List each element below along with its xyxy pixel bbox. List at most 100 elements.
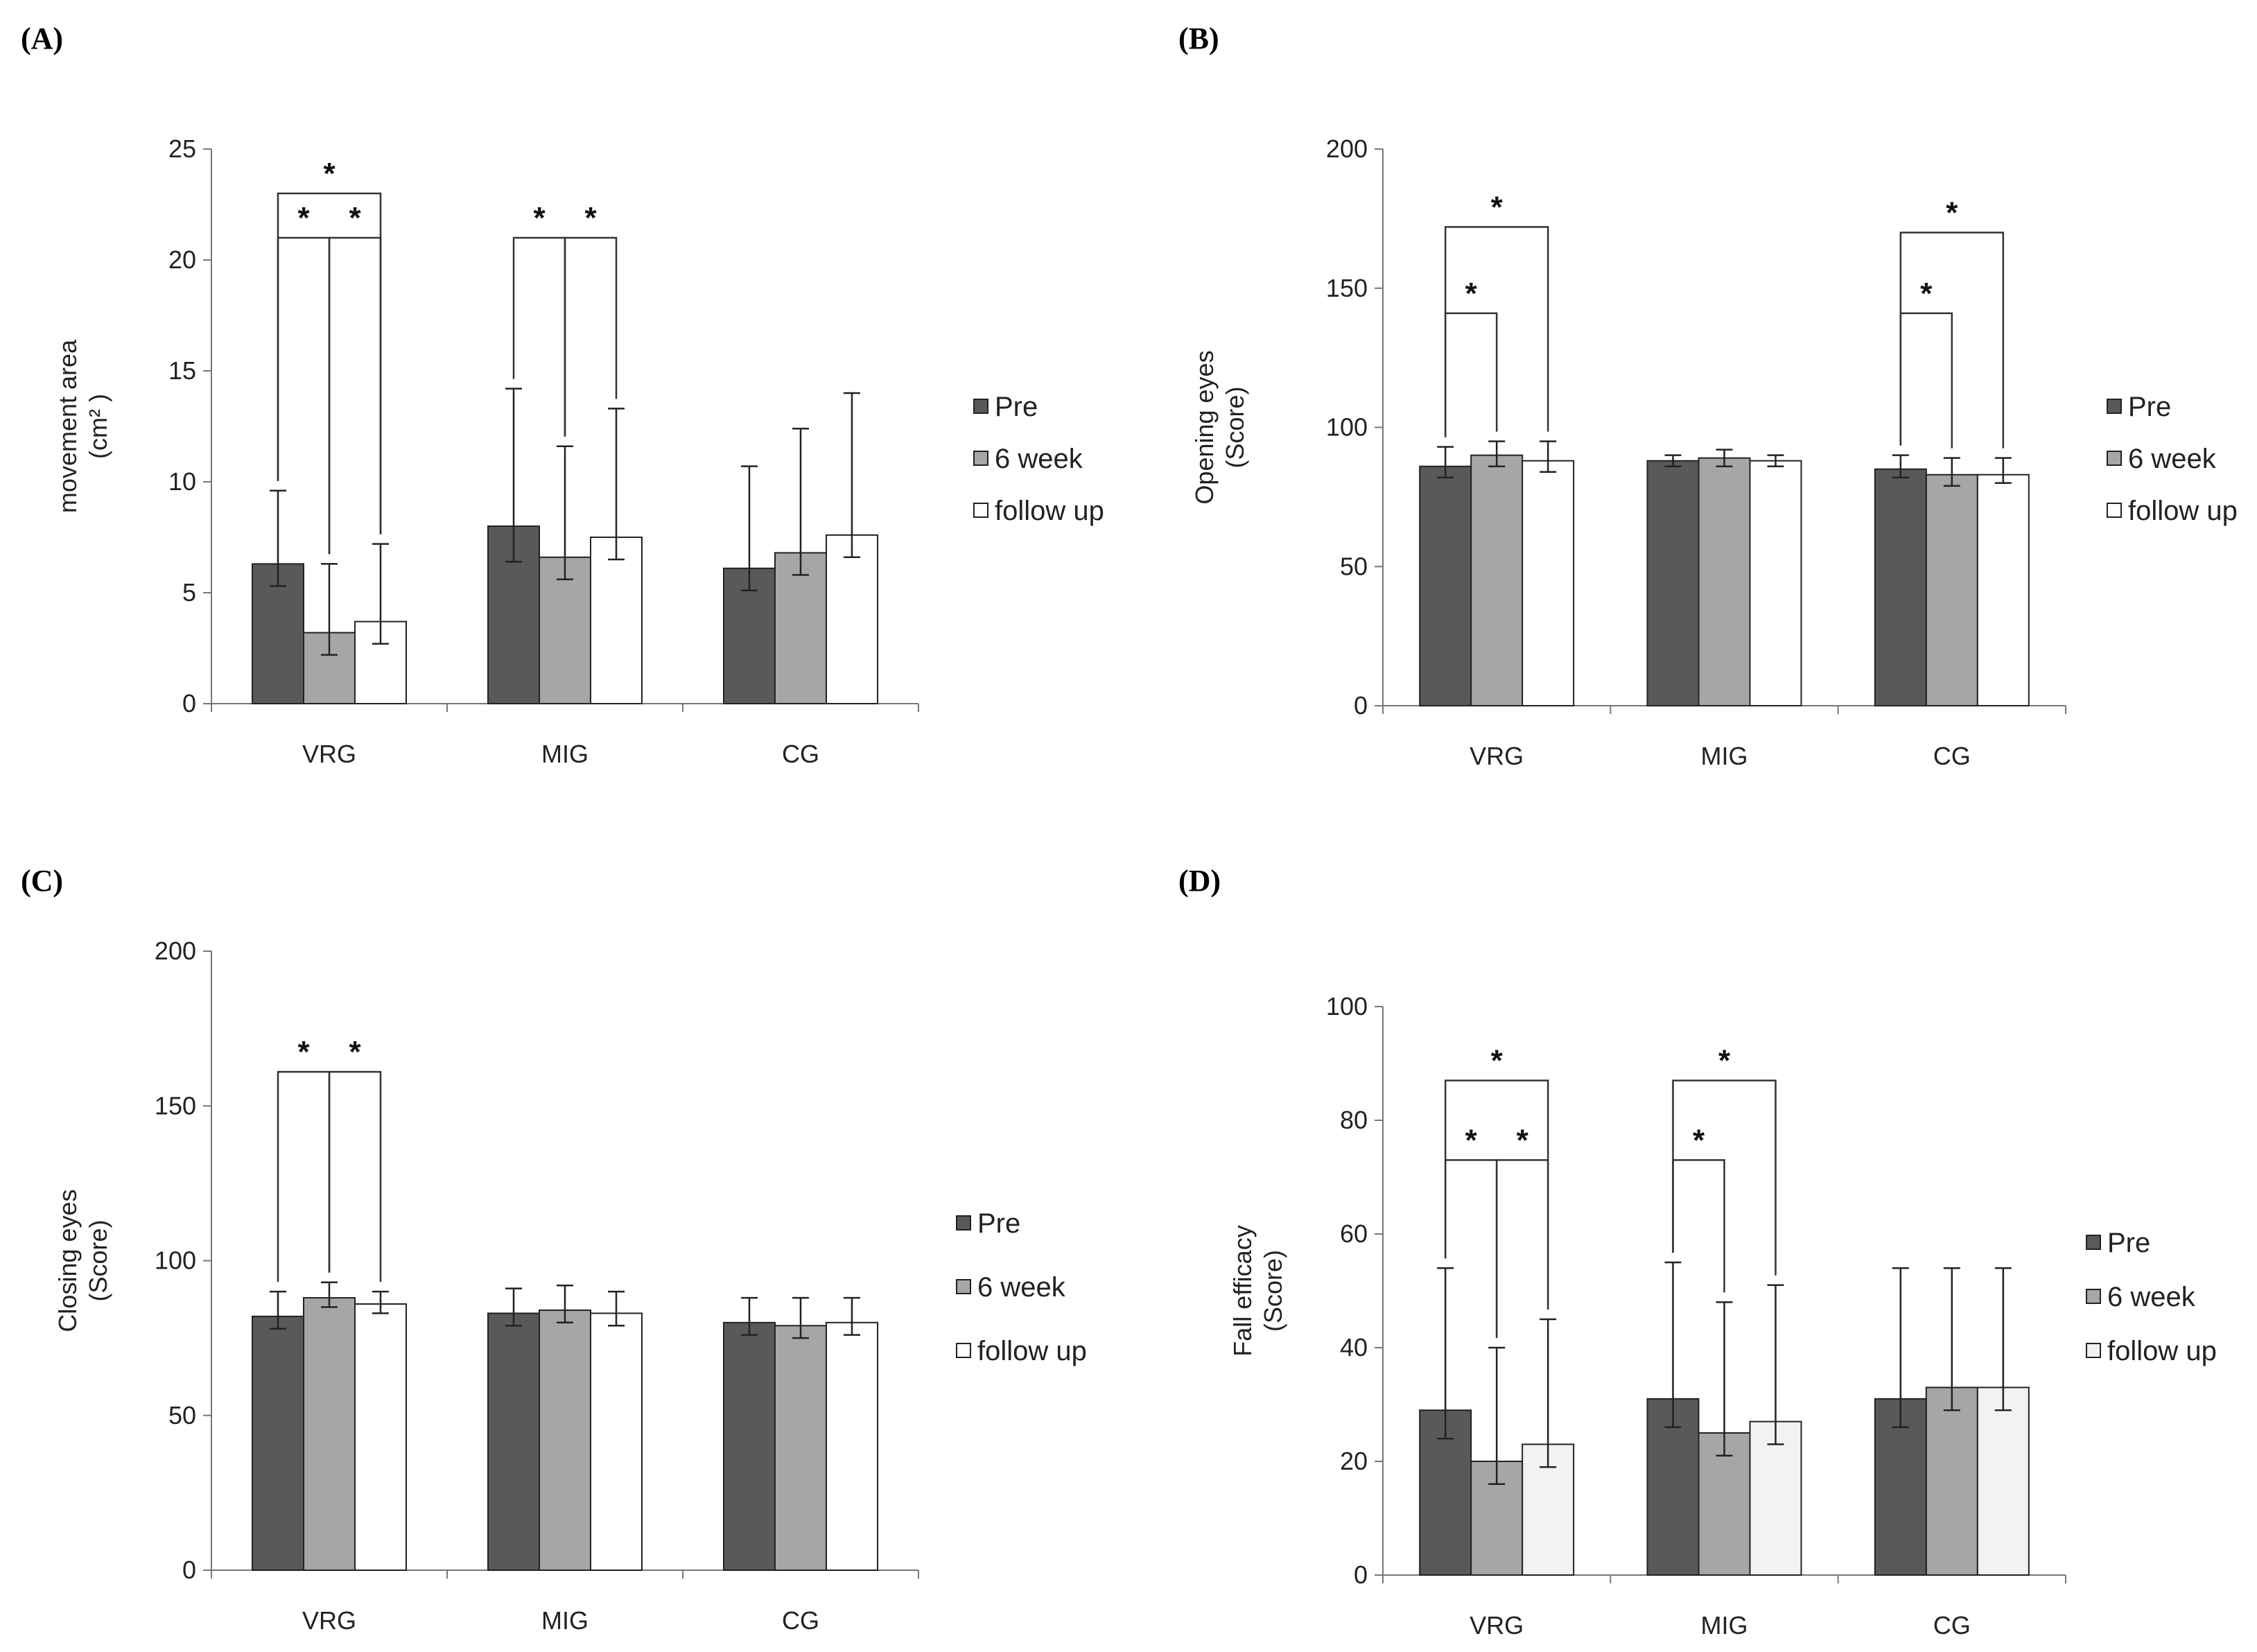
significance-bracket [512,236,566,437]
legend-label: follow up [2107,1336,2217,1366]
bar [1419,465,1472,707]
bar [826,534,878,704]
x-category-label: MIG [1701,742,1748,770]
legend-label: Pre [2107,1228,2150,1258]
legend-swatch [956,1279,971,1294]
bar [1925,473,1978,706]
bar [723,1321,776,1572]
bar [1976,473,2030,706]
y-tick-label: 100 [1326,992,1368,1020]
legend-swatch [2086,1343,2101,1358]
chart-panel-a: 0 5 10 15 20 25 VRG MIG CG movement area (cm² ) * * *… [53,134,1104,768]
chart-panel-b: 0 50 100 150 200 VRG MIG CG Opening eyes (Score) *… [1190,134,2238,770]
significance-bracket [1444,1079,1549,1310]
y-tick-label: 60 [1340,1219,1368,1248]
legend-swatch [2107,451,2122,466]
y-tick-label: 200 [1326,134,1368,163]
bar [487,1312,540,1572]
legend-swatch [2086,1235,2101,1250]
legend-swatch [973,503,988,518]
x-category-label: MIG [1701,1611,1748,1640]
bar [252,1315,304,1571]
bar [590,1312,643,1572]
y-tick-label: 25 [168,134,196,163]
significance-star: * [533,201,546,235]
x-category-label: VRG [1470,742,1524,770]
y-tick-label: 10 [168,467,196,496]
y-tick-label: 20 [1340,1447,1368,1475]
legend-swatch [2086,1289,2101,1304]
significance-bracket [1899,232,2005,449]
y-axis-title: (Score) [1221,386,1249,468]
x-category-label: VRG [302,1606,356,1635]
y-tick-label: 50 [1340,552,1368,580]
significance-bracket [1444,226,1549,437]
legend-label: Pre [995,392,1038,422]
bar [1925,1386,1978,1576]
bar [590,537,643,704]
x-category-label: VRG [302,740,356,768]
y-axis-title: Opening eyes [1190,350,1219,504]
significance-bracket [1495,1159,1549,1338]
significance-star: * [1718,1044,1731,1078]
legend-swatch [2107,503,2122,518]
significance-bracket [277,236,331,555]
significance-star: * [1946,195,1958,229]
y-axis-title: Closing eyes [53,1189,82,1332]
bar [1749,460,1802,706]
x-category-label: CG [782,740,819,768]
legend-label: follow up [2128,496,2238,526]
significance-bracket [1672,1159,1725,1293]
y-tick-label: 20 [168,245,196,274]
significance-star: * [1517,1123,1529,1157]
legend-swatch [973,399,988,414]
legend-label: 6 week [2107,1282,2196,1312]
panel-label-b: (B) [1178,21,1219,55]
x-category-label: VRG [1470,1611,1524,1640]
y-axis-title: (cm² ) [84,394,112,459]
bar [1874,1398,1927,1576]
significance-star: * [584,201,597,235]
bar [252,563,304,705]
y-axis-title: Fall efficacy [1228,1225,1257,1356]
significance-bracket [1444,312,1498,437]
significance-bracket [328,236,382,555]
bar [1976,1386,2030,1576]
significance-bracket [328,1070,382,1283]
legend-label: follow up [995,496,1104,526]
y-tick-label: 150 [1326,274,1368,302]
legend-label: 6 week [2128,444,2217,474]
bar [1749,1420,1802,1576]
bar [1874,468,1927,706]
y-tick-label: 150 [155,1091,196,1120]
legend-swatch [973,451,988,466]
significance-star: * [1465,277,1478,311]
y-tick-label: 200 [155,937,196,965]
y-tick-label: 100 [1326,413,1368,442]
y-axis-title: (Score) [1259,1250,1287,1332]
y-tick-label: 100 [155,1246,196,1275]
x-category-label: CG [1933,1611,1971,1640]
bar [539,1309,591,1571]
significance-bracket [1672,1079,1777,1276]
legend-swatch [2107,399,2122,414]
significance-star: * [1491,1044,1504,1078]
y-tick-label: 50 [168,1401,196,1429]
x-category-label: CG [1933,742,1971,770]
panel-label-d: (D) [1178,864,1221,898]
panel-label-a: (A) [21,21,63,55]
bar [774,1325,827,1571]
significance-star: * [1465,1123,1478,1157]
significance-bracket [1444,1159,1498,1338]
significance-star: * [297,201,310,235]
significance-bracket [277,192,382,534]
y-tick-label: 80 [1340,1106,1368,1134]
bar [1646,1398,1700,1576]
legend-swatch [956,1343,971,1358]
bar [826,1321,878,1572]
y-tick-label: 0 [182,689,196,718]
bar [303,1297,356,1571]
bar [1698,457,1751,706]
significance-star: * [297,1035,310,1069]
